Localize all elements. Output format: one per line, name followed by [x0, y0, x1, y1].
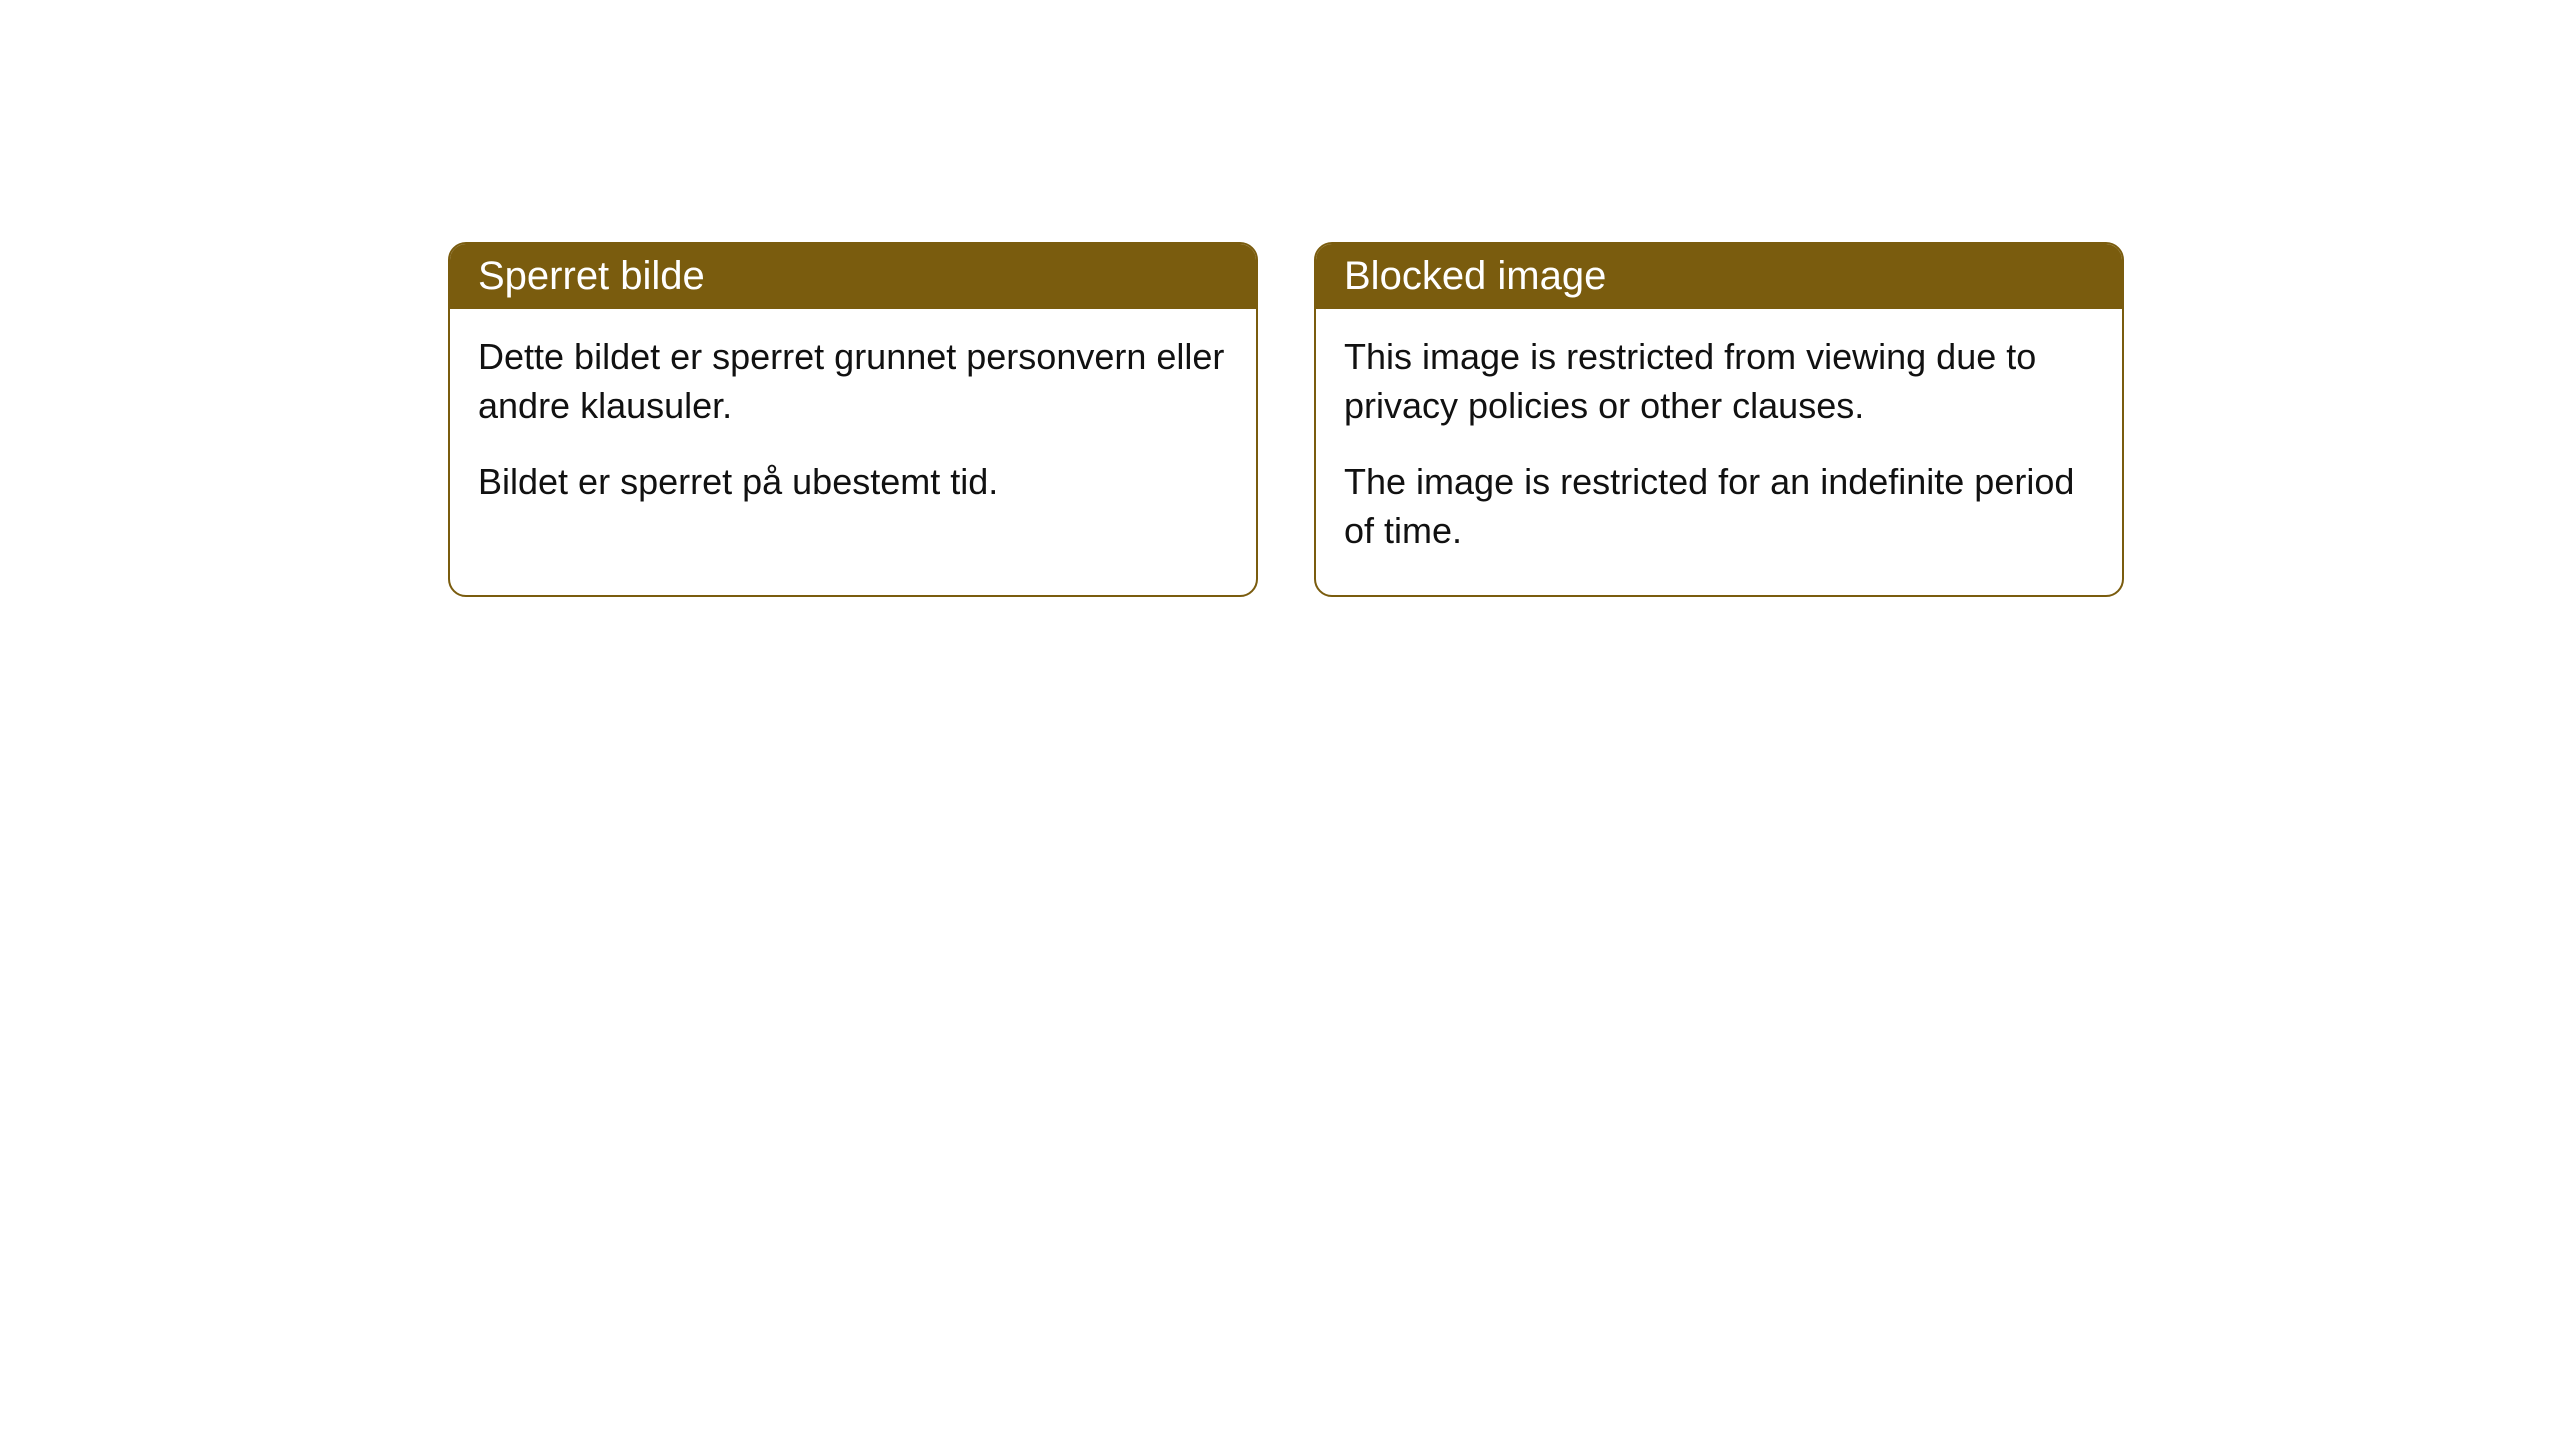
card-body-norwegian: Dette bildet er sperret grunnet personve… [450, 309, 1256, 547]
card-paragraph: Dette bildet er sperret grunnet personve… [478, 333, 1228, 430]
card-header-english: Blocked image [1316, 244, 2122, 309]
card-english: Blocked image This image is restricted f… [1314, 242, 2124, 597]
card-paragraph: The image is restricted for an indefinit… [1344, 458, 2094, 555]
card-header-norwegian: Sperret bilde [450, 244, 1256, 309]
card-paragraph: This image is restricted from viewing du… [1344, 333, 2094, 430]
card-paragraph: Bildet er sperret på ubestemt tid. [478, 458, 1228, 507]
card-body-english: This image is restricted from viewing du… [1316, 309, 2122, 595]
card-norwegian: Sperret bilde Dette bildet er sperret gr… [448, 242, 1258, 597]
cards-container: Sperret bilde Dette bildet er sperret gr… [0, 0, 2560, 597]
